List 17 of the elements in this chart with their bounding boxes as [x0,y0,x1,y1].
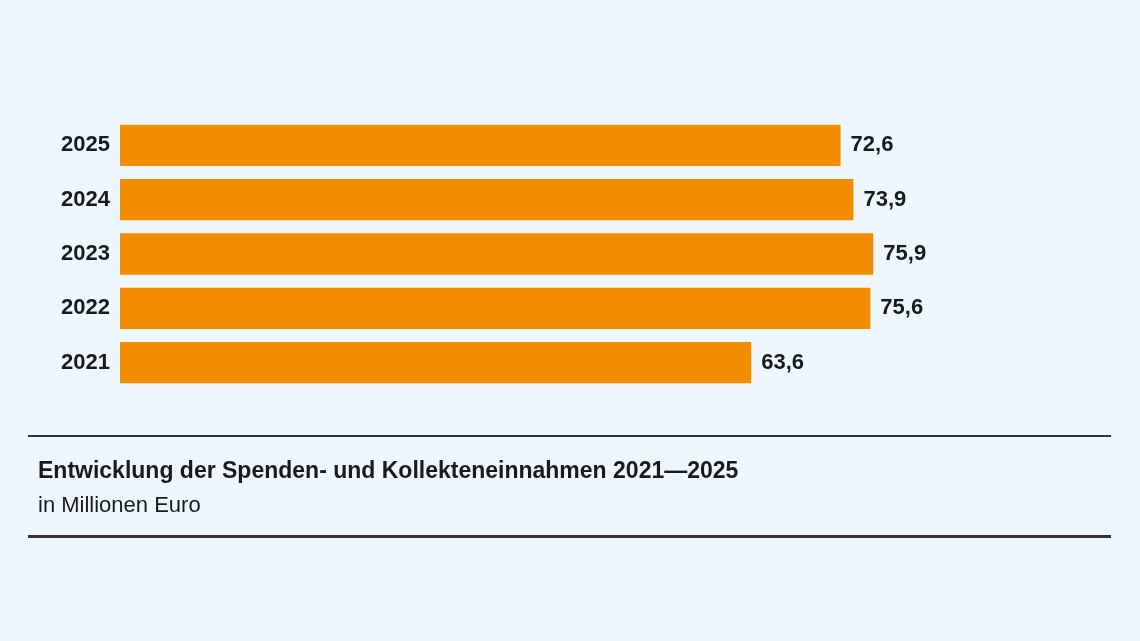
text: in Millionen Euro [38,492,201,518]
data-label: 75,6 [880,294,924,320]
y-tick-label: 2024 [61,185,111,211]
y-tick-label: 2023 [61,240,110,266]
y-tick-label: 2021 [61,348,110,374]
data-label: 72,6 [850,131,894,157]
bar [120,342,752,384]
bar [120,287,871,329]
data-label: 75,9 [883,240,927,266]
bar [120,179,854,221]
text: Entwicklung der Spenden- und Kollekteneinnahmen 2021—2025 [38,457,739,484]
bar [120,233,874,275]
y-tick-label: 2022 [61,294,110,320]
bar [120,124,841,166]
data-label: 63,6 [761,348,805,374]
y-tick-label: 2025 [61,131,110,157]
data-label: 73,9 [863,185,907,211]
